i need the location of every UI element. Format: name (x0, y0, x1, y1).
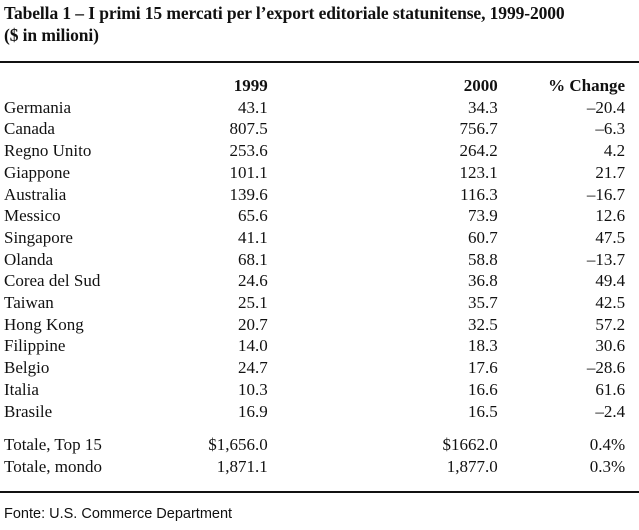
table-row: Hong Kong 20.7 32.5 57.2 (0, 314, 639, 336)
source-note: Fonte: U.S. Commerce Department (4, 506, 233, 522)
cell-2000: 16.5 (467, 401, 498, 421)
cell-2000: 264.2 (459, 141, 498, 161)
cell-2000: 116.3 (460, 184, 498, 204)
table-row: Brasile 16.9 16.5 –2.4 (0, 401, 639, 423)
table-row: Regno Unito 253.6 264.2 4.2 (0, 140, 639, 162)
cell-country: Regno Unito (4, 141, 92, 161)
cell-1999: 20.7 (238, 314, 268, 334)
cell-country: Canada (4, 119, 55, 139)
table-title: Tabella 1 – I primi 15 mercati per l’exp… (4, 2, 634, 46)
table-row: Giappone 101.1 123.1 21.7 (0, 162, 639, 184)
cell-change: 49.4 (595, 271, 626, 291)
export-markets-table: 1999 2000 % Change Germania 43.1 34.3 –20.4… (0, 75, 639, 478)
cell-1999: 24.7 (238, 358, 268, 378)
table-row: Messico 65.6 73.9 12.6 (0, 205, 639, 227)
cell-country: Filippine (4, 336, 66, 356)
cell-1999: 101.1 (229, 162, 268, 182)
cell-1999: 24.6 (238, 271, 268, 291)
cell-change: –16.7 (586, 184, 626, 204)
top-rule (0, 61, 639, 63)
table-row: Belgio 24.7 17.6 –28.6 (0, 357, 639, 379)
cell-change: –2.4 (595, 401, 626, 421)
table-row: Filippine 14.0 18.3 30.6 (0, 335, 639, 357)
header-1999: 1999 (233, 76, 268, 95)
cell-country: Singapore (4, 227, 73, 247)
cell-1999: 68.1 (238, 249, 268, 269)
bottom-rule (0, 491, 639, 493)
table-row: Italia 10.3 16.6 61.6 (0, 379, 639, 401)
cell-country: Totale, mondo (4, 456, 102, 476)
cell-2000: 16.6 (467, 379, 498, 399)
table-row: Corea del Sud 24.6 36.8 49.4 (0, 270, 639, 292)
cell-change: 4.2 (603, 141, 626, 161)
cell-1999: 1,871.1 (216, 456, 268, 476)
cell-1999: 14.0 (238, 336, 268, 356)
cell-2000: 35.7 (467, 293, 498, 313)
table-row: Taiwan 25.1 35.7 42.5 (0, 292, 639, 314)
cell-country: Brasile (4, 401, 53, 421)
total-row: Totale, mondo 1,871.1 1,877.0 0.3% (0, 456, 639, 478)
total-row: Totale, Top 15 $1,656.0 $1662.0 0.4% (0, 434, 639, 456)
cell-country: Taiwan (4, 293, 54, 313)
cell-change: –28.6 (586, 358, 626, 378)
cell-country: Hong Kong (4, 314, 84, 334)
cell-change: 0.4% (589, 435, 626, 455)
cell-country: Giappone (4, 162, 71, 182)
cell-2000: 60.7 (467, 227, 498, 247)
cell-change: –6.3 (595, 119, 626, 139)
table-row: Canada 807.5 756.7 –6.3 (0, 118, 639, 140)
cell-2000: 18.3 (467, 336, 498, 356)
cell-change: 61.6 (595, 379, 626, 399)
cell-country: Corea del Sud (4, 271, 101, 291)
header-country (0, 75, 198, 97)
cell-change: 21.7 (595, 162, 626, 182)
cell-country: Messico (4, 206, 61, 226)
cell-2000: $1662.0 (442, 435, 498, 455)
cell-1999: 65.6 (238, 206, 268, 226)
cell-1999: 16.9 (238, 401, 268, 421)
table-row: Singapore 41.1 60.7 47.5 (0, 227, 639, 249)
country-rows: Germania 43.1 34.3 –20.4 Canada 807.5 756.7 –6.… (0, 97, 639, 423)
cell-2000: 32.5 (467, 314, 498, 334)
cell-country: Australia (4, 184, 67, 204)
cell-country: Olanda (4, 249, 54, 269)
table-title-line-2: ($ in milioni) (4, 25, 99, 45)
cell-change: 12.6 (595, 206, 626, 226)
cell-1999: 10.3 (238, 379, 268, 399)
table-row: Australia 139.6 116.3 –16.7 (0, 184, 639, 206)
cell-country: Totale, Top 15 (4, 435, 102, 455)
header-row: 1999 2000 % Change (0, 75, 639, 97)
cell-country: Germania (4, 97, 72, 117)
cell-change: –20.4 (586, 97, 626, 117)
cell-2000: 36.8 (467, 271, 498, 291)
cell-2000: 1,877.0 (446, 456, 498, 476)
cell-2000: 17.6 (467, 358, 498, 378)
cell-country: Belgio (4, 358, 50, 378)
cell-2000: 73.9 (467, 206, 498, 226)
cell-1999: 807.5 (229, 119, 268, 139)
cell-1999: 253.6 (229, 141, 268, 161)
cell-2000: 756.7 (459, 119, 498, 139)
cell-2000: 123.1 (459, 162, 498, 182)
cell-2000: 34.3 (467, 97, 498, 117)
cell-2000: 58.8 (467, 249, 498, 269)
cell-change: 30.6 (595, 336, 626, 356)
cell-change: 47.5 (595, 227, 626, 247)
cell-1999: 25.1 (238, 293, 268, 313)
table-row: Germania 43.1 34.3 –20.4 (0, 97, 639, 119)
cell-change: 0.3% (589, 456, 626, 476)
header-change: % Change (548, 76, 626, 95)
cell-change: –13.7 (586, 249, 626, 269)
cell-1999: 139.6 (229, 184, 268, 204)
cell-1999: 41.1 (238, 227, 268, 247)
header-2000: 2000 (463, 76, 498, 95)
cell-1999: $1,656.0 (208, 435, 268, 455)
total-rows: Totale, Top 15 $1,656.0 $1662.0 0.4% Totale,… (0, 422, 639, 477)
cell-country: Italia (4, 379, 39, 399)
cell-1999: 43.1 (238, 97, 268, 117)
cell-change: 42.5 (595, 293, 626, 313)
table-title-line-1: Tabella 1 – I primi 15 mercati per l’exp… (4, 3, 565, 23)
table-row: Olanda 68.1 58.8 –13.7 (0, 249, 639, 271)
cell-change: 57.2 (595, 314, 626, 334)
